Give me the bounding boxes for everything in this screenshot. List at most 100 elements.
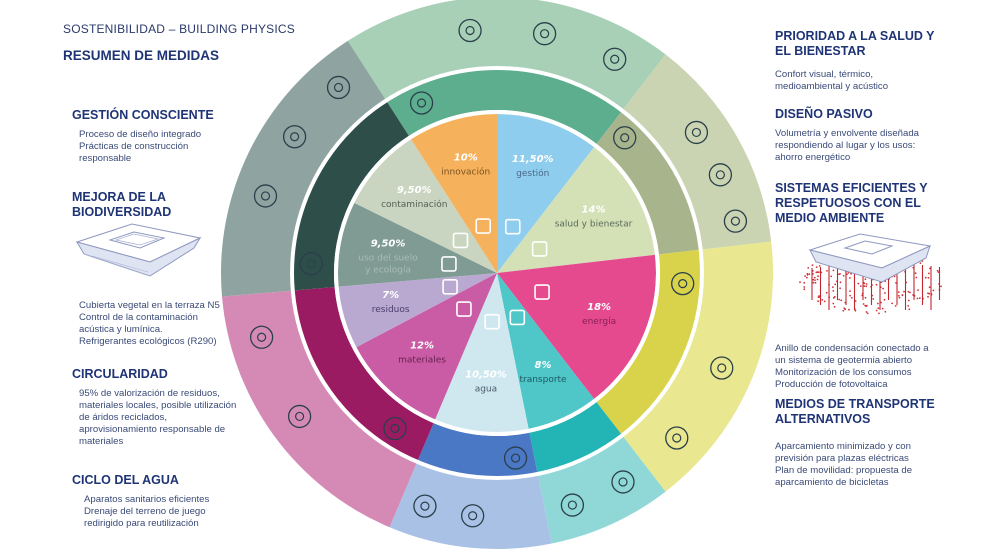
pie-slice — [338, 273, 497, 348]
section-body-line: respondiendo al lugar y los usos: — [775, 140, 916, 151]
section-title-line: MEJORA DE LA — [72, 190, 166, 204]
outer-ring-segment — [623, 241, 774, 492]
left-section-0: GESTIÓN CONSCIENTE Proceso de diseño inte… — [72, 108, 214, 165]
section-title-line: CIRCULARIDAD — [72, 367, 168, 381]
section-body: Confort visual, térmico, medioambiental y… — [775, 69, 935, 93]
heartbeat-icon — [531, 241, 548, 257]
section-body-line: Proceso de diseño integrado — [79, 129, 202, 140]
section-body-line: 95% de valorización de residuos, — [79, 388, 220, 399]
chimney-icon — [452, 232, 469, 249]
section-title-line: PRIORIDAD A LA SALUD Y — [775, 29, 935, 43]
section-title-line: GESTIÓN CONSCIENTE — [72, 108, 214, 122]
slice-value-label: 12% — [410, 341, 434, 352]
pie-border — [334, 110, 660, 436]
section-title: MEDIOS DE TRANSPORTE ALTERNATIVOS — [775, 397, 935, 427]
electric-car-icon — [560, 493, 585, 517]
section-body: Cubierta vegetal en la terraza N5 Control… — [79, 300, 220, 348]
head-heart-icon — [613, 126, 637, 150]
section-body-line: medioambiental y acústico — [775, 81, 889, 92]
recycle-icon — [249, 325, 274, 349]
train-icon — [509, 309, 526, 326]
section-title: CICLO DEL AGUA — [72, 473, 209, 488]
section-body-line: Prácticas de construcción — [79, 141, 189, 152]
section-body: 95% de valorización de residuos, material… — [79, 388, 236, 448]
slice-value-label: 14% — [582, 204, 606, 215]
bicycle-icon — [611, 470, 635, 494]
slice-value-label: 10% — [454, 153, 478, 164]
section-body-line: Anillo de condensación conectado a — [775, 343, 929, 354]
innovation-icon — [475, 218, 492, 234]
slice-category-label: innovación — [441, 167, 490, 178]
inner-ring-segment — [416, 423, 539, 480]
section-body-line: Aparcamiento minimizado y con — [775, 441, 911, 452]
inner-ring-segment — [596, 109, 703, 255]
slice-value-label: 9,50% — [397, 185, 432, 196]
section-body-line: materiales locales, posible utilización — [79, 400, 237, 411]
inner-ring-segment — [290, 98, 409, 291]
section-title-line: MEDIOS DE TRANSPORTE — [775, 397, 935, 411]
section-body-line: Confort visual, térmico, — [775, 69, 874, 80]
section-body: Anillo de condensación conectado a un sis… — [775, 343, 929, 391]
pie-slice — [411, 114, 497, 273]
section-body-line: Refrigerantes ecológicos (R290) — [79, 336, 217, 347]
right-section-3: MEDIOS DE TRANSPORTE ALTERNATIVOS Aparcami… — [775, 397, 935, 489]
section-body-line: responsable — [79, 153, 132, 164]
gear-leaf-icon — [532, 22, 557, 46]
recycle-icon — [442, 278, 458, 295]
ear-icon — [723, 209, 748, 233]
section-body: Aparatos sanitarios eficientes Drenaje de… — [84, 494, 209, 530]
outer-ring-segment — [623, 54, 772, 250]
section-body-line: Volumetría y envolvente diseñada — [775, 128, 919, 139]
left-section-1: MEJORA DE LA BIODIVERSIDAD Cubierta vegeta… — [72, 190, 220, 348]
section-body-line: materiales — [79, 436, 124, 447]
section-body-line: redirigido para reutilización — [84, 518, 199, 529]
outer-ring-segment — [347, 0, 666, 110]
pie-slice — [435, 273, 529, 432]
slice-category-label: agua — [475, 384, 497, 394]
document-subtitle: RESUMEN DE MEDIDAS — [63, 48, 220, 63]
section-title-line: CICLO DEL AGUA — [72, 473, 179, 487]
section-title-line: SISTEMAS EFICIENTES Y — [775, 181, 928, 195]
leaf-icon — [441, 256, 457, 272]
section-title: GESTIÓN CONSCIENTE — [72, 108, 214, 123]
water-tank-icon — [413, 494, 437, 518]
water-drop-icon — [484, 313, 500, 330]
pie-slice — [497, 273, 595, 429]
building-geothermal-illustration — [799, 233, 942, 315]
water-cycle-icon — [503, 446, 528, 470]
slice-value-label: 18% — [587, 302, 611, 313]
slice-value-label: 11,50% — [512, 154, 554, 165]
document-title: SOSTENIBILIDAD – BUILDING PHYSICS — [63, 22, 295, 36]
section-body: Volumetría y envolvente diseñada respondi… — [775, 128, 919, 164]
slice-category-label: uso del suelo — [358, 254, 418, 264]
section-title-line: DISEÑO PASIVO — [775, 107, 873, 121]
solar-panel-icon — [665, 426, 689, 450]
handshake-icon — [409, 91, 434, 115]
section-body-line: Cubierta vegetal en la terraza N5 — [79, 300, 220, 311]
section-title: PRIORIDAD A LA SALUD Y EL BIENESTAR — [775, 29, 935, 59]
section-body-line: Monitorización de los consumos — [775, 367, 912, 378]
section-body-line: aprovisionamiento responsable de — [79, 424, 226, 435]
inner-ring-segment — [290, 286, 434, 464]
ring-divider — [290, 66, 704, 480]
recycle-globe-icon — [299, 252, 323, 276]
energy-icon — [710, 356, 734, 380]
network-icon — [458, 18, 482, 43]
slice-value-label: 9,50% — [371, 239, 406, 250]
section-body-line: Control de la contaminación — [79, 312, 198, 323]
right-section-2: SISTEMAS EFICIENTES Y RESPETUOSOS CON EL M… — [775, 181, 929, 391]
org-chart-icon — [504, 218, 521, 235]
section-body-line: Aparatos sanitarios eficientes — [84, 494, 210, 505]
slice-category-label: materiales — [398, 356, 446, 366]
section-body-line: aparcamiento de bicicletas — [775, 477, 889, 488]
inner-ring-segment — [596, 249, 704, 437]
inner-ring-segment — [385, 65, 624, 144]
bricks-icon — [456, 301, 472, 317]
outer-ring-segment — [389, 463, 552, 549]
section-body-line: ahorro energético — [775, 152, 851, 163]
pie-slice — [356, 273, 497, 420]
section-body-line: Drenaje del terreno de juego — [84, 506, 206, 517]
slice-category-label: energía — [582, 317, 616, 327]
section-body-line: Producción de fotovoltaica — [775, 379, 888, 390]
section-title: CIRCULARIDAD — [72, 367, 236, 382]
